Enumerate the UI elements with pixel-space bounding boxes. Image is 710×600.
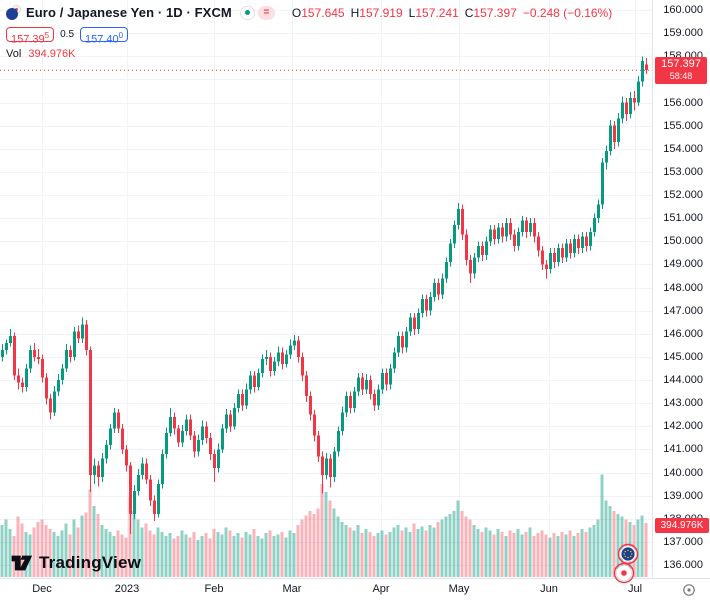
- low-value: 157.241: [415, 5, 459, 20]
- time-tick-label: May: [448, 583, 470, 595]
- tradingview-mark-icon: [11, 555, 33, 571]
- price-tick-label: 137.000: [663, 535, 703, 548]
- time-tick-label: Dec: [32, 583, 52, 595]
- price-tick-label: 150.000: [663, 235, 703, 248]
- tradingview-wordmark: TradingView: [39, 553, 142, 572]
- last-price-value: 157.397: [661, 58, 701, 70]
- sell-bid-button[interactable]: 157.395: [6, 26, 55, 45]
- spread-value: 0.5: [60, 28, 75, 40]
- price-tick-label: 156.000: [663, 96, 703, 109]
- change-value: −0.248 (−0.16%): [522, 5, 613, 20]
- volume-label: Vol: [6, 48, 22, 60]
- price-tick-label: 155.000: [663, 119, 703, 132]
- price-tick-label: 143.000: [663, 397, 703, 410]
- bar-countdown: 58:48: [669, 71, 693, 81]
- symbol-title[interactable]: Euro / Japanese Yen · 1D · FXCM: [26, 5, 232, 20]
- price-tick-label: 147.000: [663, 304, 703, 317]
- last-price-label: 157.397 58:48: [655, 57, 707, 84]
- price-axis[interactable]: 160.000159.000158.000157.000156.000155.0…: [652, 0, 710, 578]
- time-tick-label: Jul: [627, 583, 643, 595]
- time-axis[interactable]: Dec 2023 Feb Mar Apr May Jun Jul: [0, 578, 710, 600]
- volume-readout: Vol 394.976K: [6, 48, 612, 60]
- close-label: C: [464, 5, 474, 20]
- time-tick-label: Apr: [372, 583, 390, 595]
- eur-flag-icon: [617, 543, 639, 565]
- price-tick-label: 142.000: [663, 420, 703, 433]
- delayed-data-icon[interactable]: =: [257, 5, 275, 20]
- volume-axis-label: 394.976K: [655, 518, 709, 533]
- close-value: 157.397: [473, 5, 517, 20]
- pair-flag-badges: [613, 543, 639, 584]
- price-tick-label: 152.000: [663, 189, 703, 201]
- chart-legend: Euro / Japanese Yen · 1D · FXCM = O157.6…: [6, 4, 612, 60]
- price-tick-label: 141.000: [663, 443, 703, 456]
- time-tick-label: Jun: [540, 583, 558, 595]
- low-label: L: [408, 5, 416, 20]
- jpy-flag-icon: [613, 562, 635, 584]
- time-tick-label: 2023: [114, 583, 140, 595]
- axis-settings-icon[interactable]: [681, 582, 697, 598]
- tradingview-logo[interactable]: TradingView: [10, 553, 141, 573]
- price-chart-canvas[interactable]: [0, 0, 652, 578]
- price-tick-label: 144.000: [663, 374, 703, 386]
- buy-ask-button[interactable]: 157.400: [80, 26, 129, 45]
- price-tick-label: 145.000: [663, 350, 703, 363]
- open-label: O: [291, 5, 302, 20]
- high-label: H: [350, 5, 360, 20]
- price-tick-label: 140.000: [663, 466, 703, 479]
- price-tick-label: 148.000: [663, 281, 703, 294]
- time-tick-label: Feb: [204, 583, 224, 595]
- candlestick-chart[interactable]: [0, 0, 652, 578]
- price-tick-label: 159.000: [663, 27, 703, 40]
- time-tick-label: Mar: [282, 583, 302, 595]
- open-value: 157.645: [301, 5, 345, 20]
- price-tick-label: 153.000: [663, 165, 703, 178]
- price-tick-label: 139.000: [663, 489, 703, 502]
- volume-value: 394.976K: [28, 48, 76, 60]
- symbol-pair-icon: [6, 5, 21, 20]
- high-value: 157.919: [359, 5, 403, 20]
- price-tick-label: 151.000: [663, 212, 703, 225]
- price-tick-label: 146.000: [663, 327, 703, 340]
- ohlc-readout: O157.645 H157.919 L157.241 C157.397 −0.2…: [292, 6, 612, 20]
- price-tick-label: 136.000: [663, 559, 703, 571]
- price-tick-label: 160.000: [663, 4, 703, 16]
- market-open-status-icon[interactable]: [239, 5, 255, 20]
- price-tick-label: 149.000: [663, 258, 703, 271]
- price-tick-label: 154.000: [663, 142, 703, 155]
